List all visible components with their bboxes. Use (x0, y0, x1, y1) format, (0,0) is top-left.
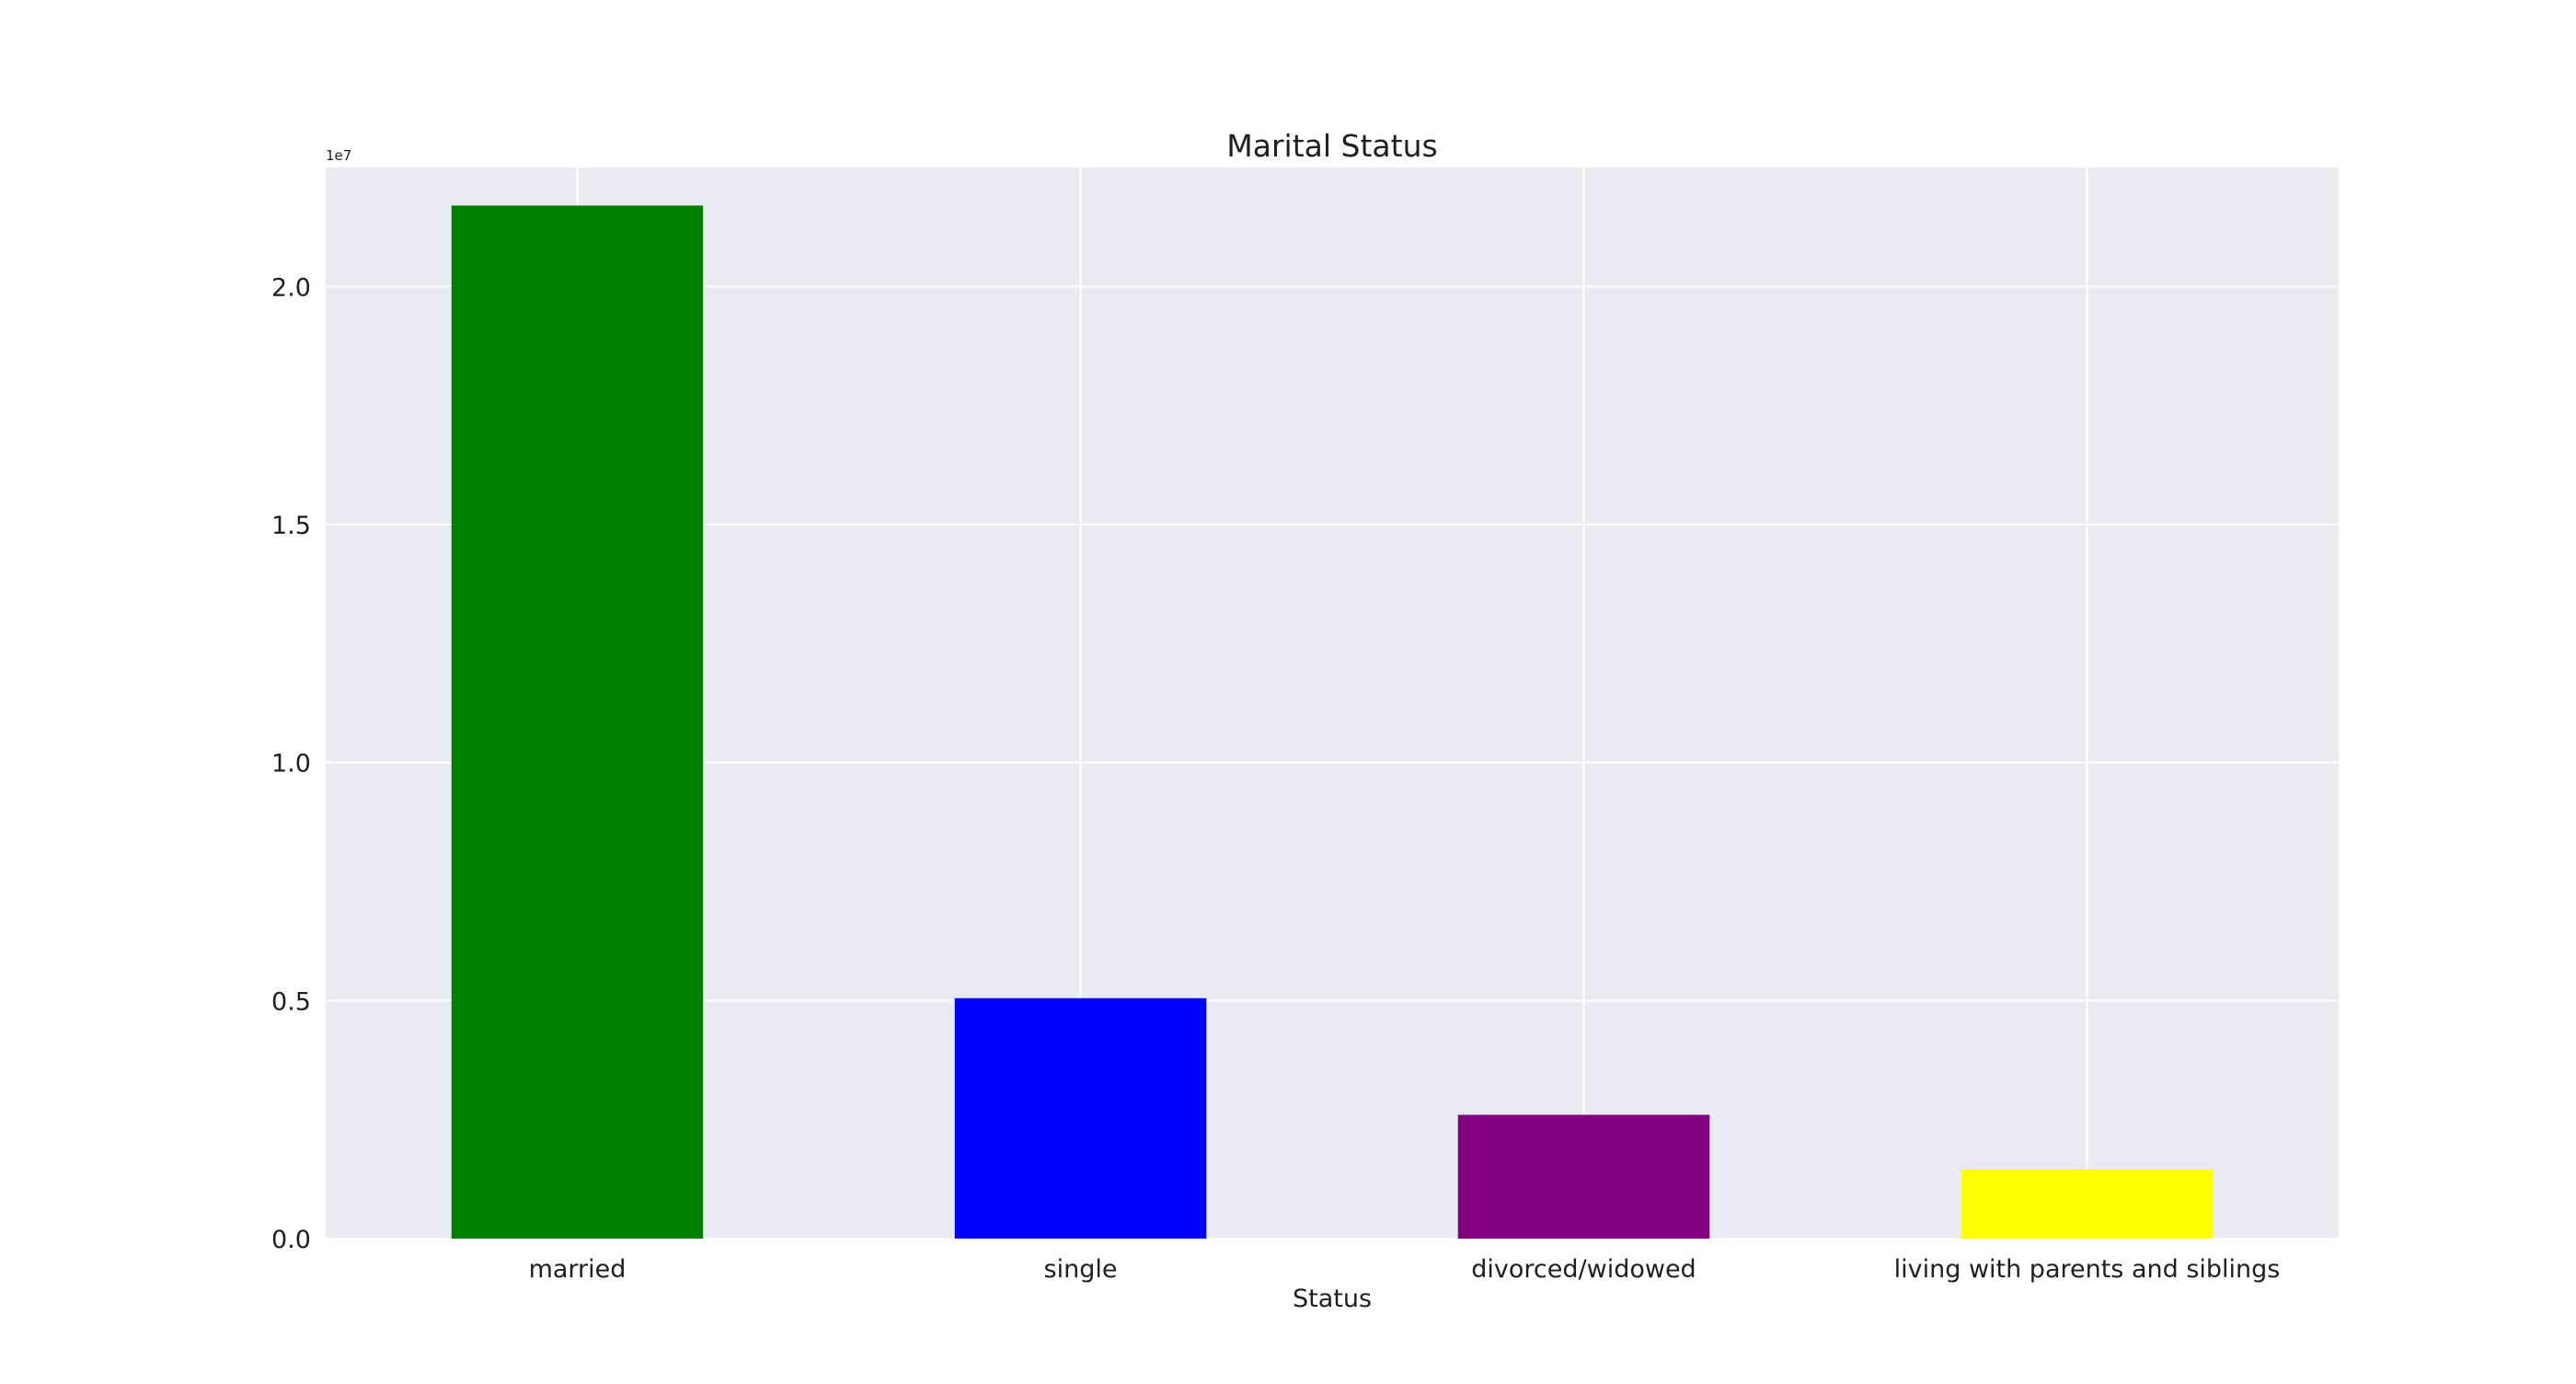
x-axis-label: Status (1293, 1285, 1372, 1313)
bar-divorced-widowed (1457, 1114, 1710, 1239)
x-tick-label: living with parents and siblings (1894, 1255, 2281, 1284)
bars (451, 205, 2214, 1239)
bar-living-with-parents-and-siblings (1961, 1169, 2214, 1239)
x-axis-ticks: married single divorced/widowed living with… (529, 1255, 2281, 1284)
x-tick-label: single (1044, 1255, 1118, 1284)
bar-single (954, 998, 1207, 1239)
y-tick-label: 0.5 (271, 987, 311, 1016)
y-tick-label: 0.0 (271, 1226, 311, 1254)
y-tick-label: 1.5 (271, 512, 311, 540)
bar-married (451, 205, 704, 1239)
y-tick-label: 1.0 (271, 750, 311, 778)
y-tick-label: 2.0 (271, 273, 311, 302)
y-axis-offset-label: 1e7 (326, 147, 351, 164)
x-tick-label: married (529, 1255, 627, 1284)
y-axis-ticks: 0.0 0.5 1.0 1.5 2.0 (271, 273, 311, 1254)
chart-title: Marital Status (1226, 128, 1437, 164)
x-tick-label: divorced/widowed (1471, 1255, 1696, 1284)
